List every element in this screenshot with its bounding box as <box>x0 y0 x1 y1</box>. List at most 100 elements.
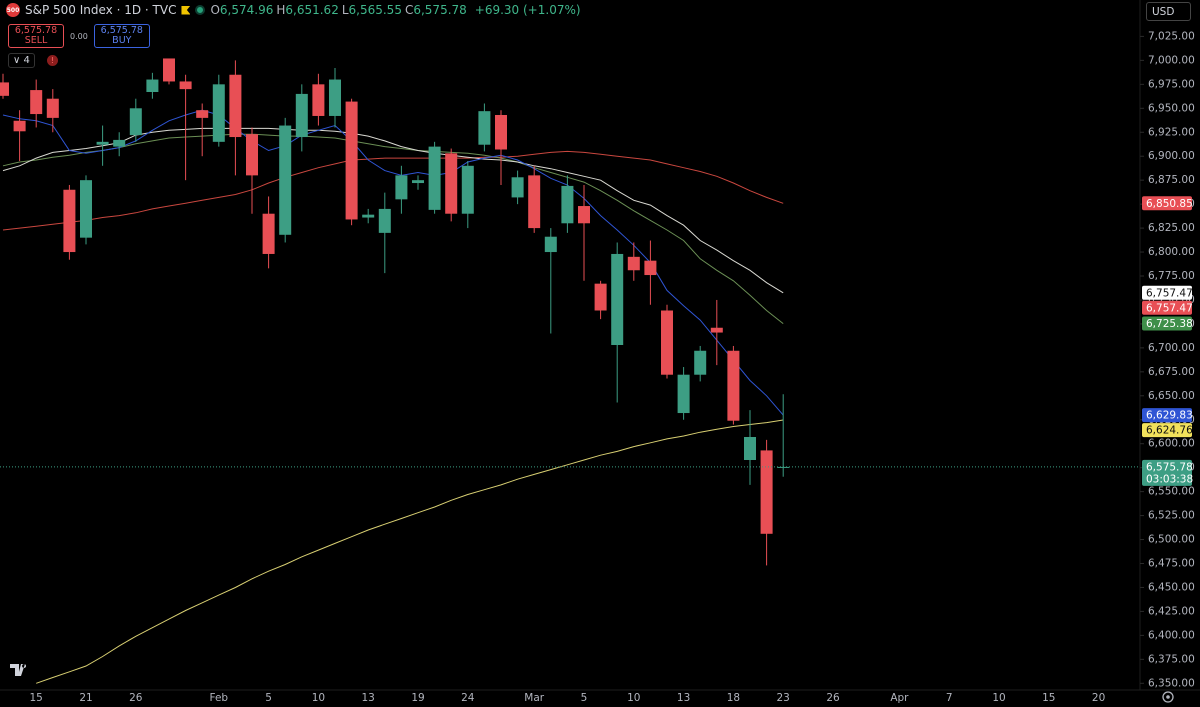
currency-button[interactable]: USD <box>1146 2 1191 21</box>
spread: 0.00 <box>70 31 88 41</box>
price-label-box <box>1142 196 1192 211</box>
candle-body <box>179 81 192 90</box>
y-tick-label: 6,925.00 <box>1148 126 1195 138</box>
x-tick-label: 23 <box>777 692 790 704</box>
x-tick-label: 20 <box>1092 692 1105 704</box>
x-tick-label: Apr <box>890 692 909 704</box>
x-tick-label: 15 <box>1042 692 1055 704</box>
candle-body <box>528 175 541 229</box>
y-tick-label: 6,500.00 <box>1148 534 1195 546</box>
sell-price: 6,575.78 <box>14 25 58 36</box>
x-tick-label: 7 <box>946 692 953 704</box>
ohlc: O6,574.96 H6,651.62 L6,565.55 C6,575.78 <box>210 3 469 17</box>
y-tick-label: 6,950.00 <box>1148 102 1195 114</box>
sell-button[interactable]: 6,575.78 SELL <box>8 24 64 48</box>
ohlc-value: 6,565.55 <box>348 3 402 17</box>
candle-body <box>544 236 557 253</box>
settings-icon[interactable] <box>1162 691 1174 703</box>
x-tick-label: 15 <box>30 692 43 704</box>
market-status <box>195 5 206 15</box>
candle-body <box>611 253 624 345</box>
price-label: 6,725.38 <box>1142 316 1193 331</box>
candle-body <box>445 153 458 214</box>
indicator-line <box>2 150 784 231</box>
y-tick-label: 6,650.00 <box>1148 390 1195 402</box>
buy-price: 6,575.78 <box>100 25 143 36</box>
x-tick-label: 10 <box>627 692 640 704</box>
warning-icon[interactable]: ! <box>46 55 58 66</box>
buy-button[interactable]: 6,575.78 BUY <box>93 24 150 48</box>
y-tick-label: 6,675.00 <box>1148 366 1195 378</box>
candle-body <box>113 139 126 147</box>
price-label: 6,629.83 <box>1142 408 1193 423</box>
x-tick-label: 26 <box>826 692 840 704</box>
y-tick-label: 6,350.00 <box>1148 677 1195 689</box>
candle-body <box>129 108 142 136</box>
x-tick-label: 26 <box>129 692 143 704</box>
price-label-box <box>1142 316 1192 331</box>
x-tick-label: 10 <box>312 692 325 704</box>
candle-body <box>561 185 574 224</box>
indicator-line <box>2 127 784 294</box>
candle-body <box>677 374 690 414</box>
x-tick-label: 19 <box>411 692 424 704</box>
price-label: 6,757.47 <box>1142 285 1193 300</box>
candle-body <box>511 177 524 198</box>
candle-body <box>345 101 358 220</box>
y-tick-label: 6,525.00 <box>1148 510 1195 522</box>
candle-body <box>461 165 474 214</box>
indicators-toggle[interactable]: ∨ 4 <box>8 53 35 68</box>
x-tick-label: Mar <box>524 692 544 704</box>
candle-body <box>644 260 657 276</box>
candle-body <box>627 256 640 271</box>
ohlc-value: 6,651.62 <box>285 3 339 17</box>
x-tick-label: 13 <box>677 692 690 704</box>
price-label: 6,624.76 <box>1142 423 1193 438</box>
candle-body <box>594 283 607 311</box>
price-label-text: 6,624.76 <box>1146 425 1193 437</box>
y-tick-label: 6,425.00 <box>1148 605 1195 617</box>
price-label-box <box>1142 459 1192 486</box>
candle-body <box>295 93 308 138</box>
price-label-text: 6,629.83 <box>1146 410 1193 422</box>
y-tick-label: 6,450.00 <box>1148 581 1195 593</box>
ohlc-value: 6,574.96 <box>219 3 274 17</box>
y-tick-label: 6,825.00 <box>1148 222 1195 234</box>
candle-body <box>412 180 424 184</box>
y-tick-label: 6,400.00 <box>1148 629 1195 641</box>
y-tick-label: 6,475.00 <box>1148 558 1195 570</box>
candle-body <box>46 98 59 118</box>
buy-label: BUY <box>112 35 132 46</box>
indicators-row: ∨ 4 ! <box>8 53 58 68</box>
candle-body <box>312 84 325 116</box>
candle-body <box>212 84 225 142</box>
y-tick-label: 6,375.00 <box>1148 653 1195 665</box>
flag-icon[interactable] <box>181 5 191 15</box>
y-tick-label: 7,025.00 <box>1148 30 1195 42</box>
symbol-header: 500 S&P 500 Index · 1D · TVC O6,574.96 H6… <box>6 3 584 17</box>
candle-body <box>30 90 43 115</box>
candle-body <box>744 437 756 460</box>
price-label-text: 6,725.38 <box>1146 318 1193 330</box>
candle-body <box>262 213 275 254</box>
candle-body <box>578 206 590 224</box>
symbol-title[interactable]: S&P 500 Index · 1D · TVC <box>25 3 177 17</box>
x-tick-label: 24 <box>461 692 475 704</box>
x-tick-label: 5 <box>581 692 588 704</box>
y-tick-label: 6,875.00 <box>1148 174 1195 186</box>
candle-body <box>760 450 773 534</box>
tv-logo <box>10 664 27 676</box>
x-tick-label: 10 <box>992 692 1005 704</box>
symbol-icon: 500 <box>6 3 20 17</box>
candle-body <box>694 350 707 375</box>
ohlc-key: C <box>404 3 414 17</box>
candle-body <box>661 310 673 375</box>
change: +69.30 (+1.07%) <box>474 3 581 17</box>
candle-body <box>478 111 491 145</box>
candle-body <box>428 146 441 210</box>
indicator-line <box>36 419 784 684</box>
candle-body <box>279 125 292 235</box>
